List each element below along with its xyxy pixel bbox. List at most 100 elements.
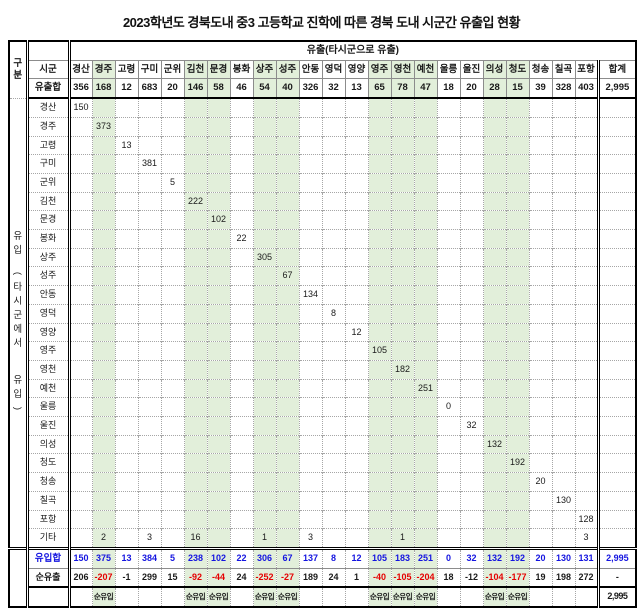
data-cell <box>183 341 207 361</box>
data-cell <box>482 416 506 436</box>
data-cell <box>482 97 506 118</box>
outflow-total-cell: 15 <box>505 78 529 100</box>
data-cell <box>68 116 92 137</box>
data-cell <box>114 341 138 361</box>
row-label: 고령 <box>26 135 71 155</box>
data-cell <box>321 285 345 305</box>
data-cell <box>505 359 529 380</box>
data-cell <box>344 135 368 155</box>
net-inflow-cell: 순유입 <box>413 586 437 608</box>
data-cell <box>390 490 414 511</box>
net-inflow-cell: 순유입 <box>275 586 299 608</box>
net-inflow-cell: 순유입 <box>482 586 506 608</box>
data-cell <box>183 303 207 324</box>
data-cell <box>321 472 345 492</box>
data-cell <box>68 135 92 155</box>
data-cell <box>574 191 598 211</box>
row-label: 김천 <box>26 191 71 211</box>
data-cell <box>551 303 575 324</box>
data-cell <box>390 247 414 267</box>
data-cell <box>413 172 437 193</box>
data-cell <box>528 154 552 174</box>
data-cell <box>68 472 92 492</box>
data-cell <box>114 453 138 473</box>
data-cell <box>413 397 437 417</box>
data-cell <box>344 472 368 492</box>
data-cell <box>114 434 138 454</box>
inflow-total-cell: 102 <box>206 547 230 569</box>
data-cell <box>528 229 552 249</box>
inflow-total-cell: 8 <box>321 547 345 569</box>
data-cell <box>91 154 115 174</box>
data-cell <box>252 191 276 211</box>
data-cell <box>505 266 529 286</box>
data-cell <box>551 341 575 361</box>
data-cell <box>137 97 161 118</box>
data-cell <box>229 97 253 118</box>
data-cell <box>505 285 529 305</box>
data-cell <box>482 453 506 473</box>
data-cell <box>321 434 345 454</box>
data-cell <box>390 191 414 211</box>
data-cell <box>551 397 575 417</box>
data-cell <box>390 509 414 529</box>
data-cell <box>482 359 506 380</box>
data-cell <box>321 359 345 380</box>
outflow-total-cell: 328 <box>551 78 575 100</box>
data-cell <box>321 266 345 286</box>
data-cell <box>298 490 322 511</box>
row-total-cell <box>596 397 637 417</box>
data-cell <box>160 266 184 286</box>
data-cell <box>344 528 368 549</box>
data-cell <box>298 434 322 454</box>
data-cell <box>68 453 92 473</box>
row-total-cell <box>596 172 637 193</box>
data-cell <box>114 172 138 193</box>
outflow-total-cell: 168 <box>91 78 115 100</box>
data-cell <box>183 434 207 454</box>
row-total-cell <box>596 359 637 380</box>
data-cell <box>114 116 138 137</box>
col-header: 포항 <box>574 59 598 79</box>
data-cell <box>298 416 322 436</box>
data-cell <box>275 303 299 324</box>
data-cell <box>91 322 115 342</box>
data-cell <box>344 266 368 286</box>
inflow-total-cell: 32 <box>459 547 483 569</box>
data-cell: 1 <box>252 528 276 549</box>
data-cell: 3 <box>574 528 598 549</box>
data-cell <box>459 172 483 193</box>
data-cell <box>367 378 391 398</box>
data-cell <box>436 303 460 324</box>
data-cell <box>206 453 230 473</box>
data-cell <box>459 341 483 361</box>
data-cell <box>505 229 529 249</box>
net-outflow-grand-total: - <box>596 567 637 588</box>
data-cell <box>275 154 299 174</box>
data-cell <box>229 416 253 436</box>
data-cell <box>160 453 184 473</box>
row-label: 상주 <box>26 247 71 267</box>
data-cell <box>137 341 161 361</box>
data-cell <box>183 509 207 529</box>
col-header: 영양 <box>344 59 368 79</box>
data-cell <box>459 303 483 324</box>
data-cell <box>229 434 253 454</box>
data-cell <box>574 172 598 193</box>
data-cell <box>91 472 115 492</box>
data-cell <box>459 285 483 305</box>
net-outflow-cell: -252 <box>252 567 276 588</box>
data-cell <box>275 359 299 380</box>
data-cell <box>344 434 368 454</box>
inflow-side-cell: 유 입(타 시 군 에 서 유 입) <box>8 97 29 549</box>
outflow-total-cell: 403 <box>574 78 598 100</box>
data-cell: 13 <box>114 135 138 155</box>
data-cell <box>344 191 368 211</box>
data-cell <box>505 509 529 529</box>
data-cell <box>160 247 184 267</box>
data-cell <box>252 285 276 305</box>
outflow-total-cell: 20 <box>160 78 184 100</box>
data-cell <box>390 135 414 155</box>
data-cell <box>91 135 115 155</box>
data-cell <box>206 397 230 417</box>
